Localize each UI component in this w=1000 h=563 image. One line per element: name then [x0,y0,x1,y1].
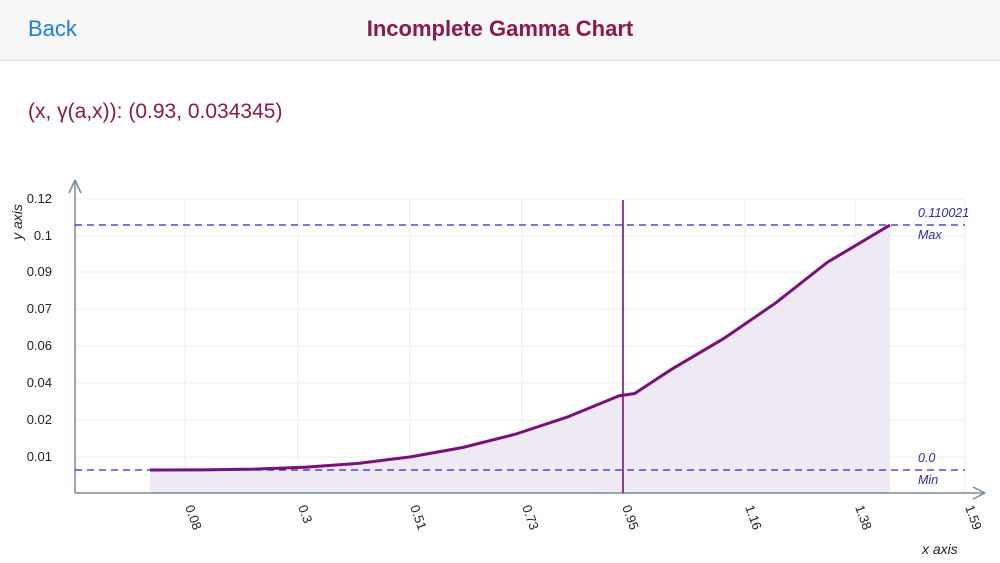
x-tick-label: 0.08 [182,503,205,532]
max-name-label: Max [918,228,942,242]
x-tick-label: 0.73 [519,503,542,532]
readout-prefix: (x, [28,100,58,123]
x-tick-label: 0.95 [619,503,642,532]
navigation-bar: Back Incomplete Gamma Chart [0,0,1000,61]
page-title: Incomplete Gamma Chart [366,16,634,41]
y-tick-label: 0.09 [27,264,52,279]
y-axis-title: y axis [9,204,25,241]
x-axis-arrow [972,486,986,500]
max-value-label: 0.110021 [918,206,969,220]
x-tick-label: 0.3 [295,503,315,525]
y-tick-label: 0.12 [27,191,52,206]
min-name-label: Min [918,473,938,487]
readout-value: (a,x)): (0.93, 0.034345) [67,100,283,123]
y-tick-label: 0.06 [27,338,52,353]
area-fill [150,225,890,493]
x-axis-title: x axis [921,541,958,557]
y-axis-arrow [68,179,82,194]
x-tick-label: 0.51 [407,503,430,532]
y-tick-label: 0.04 [27,375,52,390]
x-tick-label: 1.38 [852,503,875,532]
cursor-readout: (x, γ(a,x)): (0.93, 0.034345) [28,100,282,124]
x-tick-label: 1.16 [742,503,765,532]
back-button[interactable]: Back [28,16,77,41]
series-line [149,223,891,472]
gamma-symbol: γ [57,100,68,123]
min-value-label: 0.0 [918,451,935,465]
y-tick-label: 0.01 [27,449,52,464]
y-tick-label: 0.02 [27,412,52,427]
y-tick-label: 0.07 [27,301,52,316]
y-tick-label: 0.1 [34,228,52,243]
x-tick-label: 1.59 [962,503,985,532]
